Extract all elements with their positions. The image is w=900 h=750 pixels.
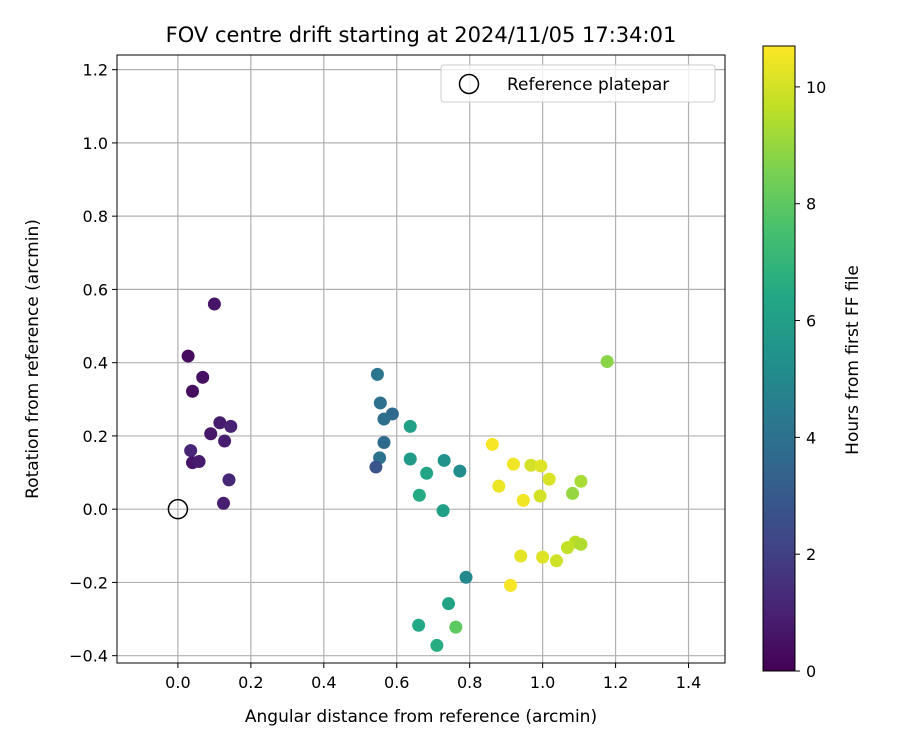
data-point <box>600 355 614 369</box>
data-point <box>542 472 556 486</box>
data-point <box>224 419 238 433</box>
x-tick-label: 1.2 <box>603 673 628 692</box>
y-tick-label: 0.8 <box>83 207 108 226</box>
reference-platepar-marker <box>167 498 189 520</box>
data-point <box>184 444 198 458</box>
data-point <box>574 537 588 551</box>
x-tick-label: 0.2 <box>238 673 263 692</box>
grid-lines <box>117 55 725 663</box>
x-tick-label: 0.6 <box>384 673 409 692</box>
legend-box <box>440 64 716 103</box>
data-point <box>420 466 434 480</box>
data-point <box>377 436 391 450</box>
y-tick-label: −0.4 <box>69 647 108 666</box>
data-point <box>436 504 450 518</box>
data-point <box>549 554 563 568</box>
data-point <box>222 473 236 487</box>
data-point <box>442 597 456 611</box>
colorbar-tick-label: 8 <box>806 195 816 214</box>
data-points <box>181 297 614 652</box>
x-tick-label: 0.4 <box>311 673 336 692</box>
data-point <box>574 474 588 488</box>
reference-marker-layer <box>167 498 189 520</box>
y-tick-label: −0.2 <box>69 573 108 592</box>
data-point <box>534 459 548 473</box>
data-point <box>213 416 227 430</box>
y-axis-label: Rotation from reference (arcmin) <box>23 219 43 499</box>
colorbar: 0 2 4 6 8 10 Hours from first FF file <box>762 45 863 681</box>
data-point <box>437 453 451 467</box>
data-point <box>181 349 195 363</box>
legend-label-reference: Reference platepar <box>507 75 669 95</box>
data-point <box>412 488 426 502</box>
data-point <box>485 437 499 451</box>
y-tick-label: 0.4 <box>83 354 108 373</box>
data-point <box>204 427 218 441</box>
x-axis-label: Angular distance from reference (arcmin) <box>245 707 597 727</box>
colorbar-gradient <box>762 45 796 672</box>
data-point <box>524 458 538 472</box>
colorbar-tick-label: 10 <box>806 78 826 97</box>
data-point <box>403 419 417 433</box>
y-tick-label: 0.0 <box>83 500 108 519</box>
data-point <box>514 549 528 563</box>
legend-marker-reference <box>458 73 480 95</box>
data-point <box>217 496 231 510</box>
colorbar-tick-label: 4 <box>806 428 816 447</box>
data-point <box>533 489 547 503</box>
data-point <box>506 457 520 471</box>
x-tick-label: 0.0 <box>165 673 190 692</box>
plot-frame <box>116 54 726 664</box>
y-tick-label: 1.2 <box>83 61 108 80</box>
data-point <box>560 541 574 555</box>
data-point <box>430 638 444 652</box>
colorbar-label: Hours from first FF file <box>843 265 863 455</box>
data-point <box>373 396 387 410</box>
legend: Reference platepar <box>440 64 716 103</box>
colorbar-tick-label: 2 <box>806 545 816 564</box>
data-point <box>412 618 426 632</box>
data-point <box>516 493 530 507</box>
data-point <box>566 486 580 500</box>
data-point <box>536 550 550 564</box>
colorbar-tick-label: 0 <box>806 662 816 681</box>
data-point <box>192 455 206 469</box>
x-axis-ticks: 0.0 0.2 0.4 0.6 0.8 1.0 1.2 1.4 <box>165 663 701 692</box>
y-axis-ticks: −0.4 −0.2 0.0 0.2 0.4 0.6 0.8 1.0 1.2 <box>69 61 117 666</box>
data-point <box>185 384 199 398</box>
data-point <box>377 412 391 426</box>
data-point <box>370 367 384 381</box>
data-point <box>504 578 518 592</box>
data-point <box>453 464 467 478</box>
colorbar-ticks: 0 2 4 6 8 10 <box>795 78 826 681</box>
y-tick-label: 0.6 <box>83 280 108 299</box>
y-tick-label: 1.0 <box>83 134 108 153</box>
data-point <box>449 620 463 634</box>
x-tick-label: 1.4 <box>676 673 701 692</box>
data-point <box>218 434 232 448</box>
x-tick-label: 1.0 <box>530 673 555 692</box>
colorbar-tick-label: 6 <box>806 312 816 331</box>
data-point <box>459 570 473 584</box>
data-point <box>369 460 383 474</box>
y-tick-label: 0.2 <box>83 427 108 446</box>
data-point <box>196 370 210 384</box>
data-point <box>403 452 417 466</box>
x-tick-label: 0.8 <box>457 673 482 692</box>
data-point <box>207 297 221 311</box>
chart-title: FOV centre drift starting at 2024/11/05 … <box>166 23 677 47</box>
data-point <box>492 479 506 493</box>
